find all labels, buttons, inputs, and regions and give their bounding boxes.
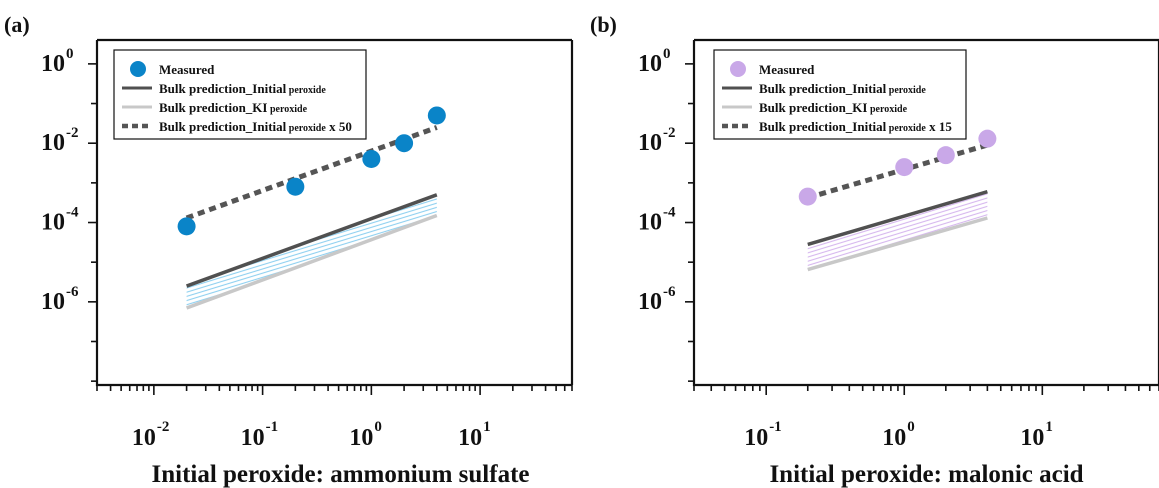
legend: Measured Bulk prediction_Initial peroxide… — [113, 49, 367, 140]
y-tick-label: 10 — [638, 51, 662, 77]
data-point-measured — [798, 187, 817, 206]
data-point-measured — [395, 134, 414, 153]
x-tick-label-exponent: 1 — [1045, 419, 1053, 435]
y-tick-label-exponent: -4 — [663, 205, 676, 221]
x-tick-label: 10 — [241, 425, 265, 451]
series-line-dark — [185, 193, 438, 288]
y-tick-label-exponent: 0 — [66, 46, 74, 62]
legend-label: Measured — [159, 62, 215, 77]
data-point-measured — [936, 146, 955, 165]
data-point-measured — [362, 149, 381, 168]
y-tick-label: 10 — [41, 51, 65, 77]
x-tick-label: 10 — [349, 425, 373, 451]
legend-label: Measured — [759, 62, 815, 77]
y-tick-label: 10 — [638, 289, 662, 315]
panel-label: (b) — [590, 12, 617, 37]
x-tick-label: 10 — [882, 425, 906, 451]
x-tick-label: 10 — [1020, 425, 1044, 451]
y-tick-label: 10 — [41, 130, 65, 156]
legend-marker — [730, 61, 746, 77]
legend-label: Bulk prediction_Initial peroxide — [759, 81, 926, 96]
data-point-measured — [978, 129, 997, 148]
x-tick-label-exponent: -1 — [266, 419, 279, 435]
x-tick-label-exponent: 1 — [483, 419, 491, 435]
y-tick-label: 10 — [41, 210, 65, 236]
series-line-dashed — [807, 142, 989, 201]
x-axis-label: Initial peroxide: malonic acid — [769, 461, 1083, 488]
y-tick-label-exponent: -2 — [663, 125, 676, 141]
x-tick-label: 10 — [132, 425, 156, 451]
y-tick-label: 10 — [41, 289, 65, 315]
x-tick-label: 10 — [458, 425, 482, 451]
x-tick-label: 10 — [744, 425, 768, 451]
y-tick-label: 10 — [638, 130, 662, 156]
data-point-measured — [286, 177, 305, 196]
prediction-band — [807, 191, 988, 270]
legend-label: Bulk prediction_Initial peroxide x 15 — [759, 119, 952, 134]
y-tick-label-exponent: -2 — [66, 125, 79, 141]
legend-box — [713, 49, 967, 140]
legend: Measured Bulk prediction_Initial peroxide… — [713, 49, 967, 140]
x-tick-label-exponent: 0 — [907, 419, 915, 435]
legend-label: Bulk prediction_Initial peroxide x 50 — [159, 119, 352, 134]
data-point-measured — [895, 158, 914, 177]
legend-label: Bulk prediction_KI peroxide — [759, 100, 908, 115]
data-point-measured — [427, 106, 446, 125]
legend-marker — [130, 61, 146, 77]
chart-panel-1: (a)10 -610 -410 -210 010 -2 10 -1 10 0 10 1Initial … — [4, 12, 574, 488]
x-axis-label: Initial peroxide: ammonium sulfate — [151, 461, 529, 488]
y-tick-label-exponent: -4 — [66, 205, 79, 221]
legend-box — [113, 49, 367, 140]
x-tick-label-exponent: -2 — [157, 419, 170, 435]
x-tick-label-exponent: -1 — [769, 419, 782, 435]
y-tick-label: 10 — [638, 210, 662, 236]
series-line-light — [807, 216, 988, 272]
data-point-measured — [177, 217, 196, 236]
panel-label: (a) — [4, 12, 30, 37]
series-line-light — [185, 213, 438, 310]
legend-label: Bulk prediction_KI peroxide — [159, 100, 308, 115]
legend-label: Bulk prediction_Initial peroxide — [159, 81, 326, 96]
prediction-band — [186, 194, 437, 308]
y-tick-label-exponent: -6 — [663, 284, 676, 300]
y-tick-label-exponent: -6 — [66, 284, 79, 300]
y-tick-label-exponent: 0 — [663, 46, 671, 62]
x-tick-label-exponent: 0 — [374, 419, 382, 435]
series-line-dark — [807, 189, 988, 247]
